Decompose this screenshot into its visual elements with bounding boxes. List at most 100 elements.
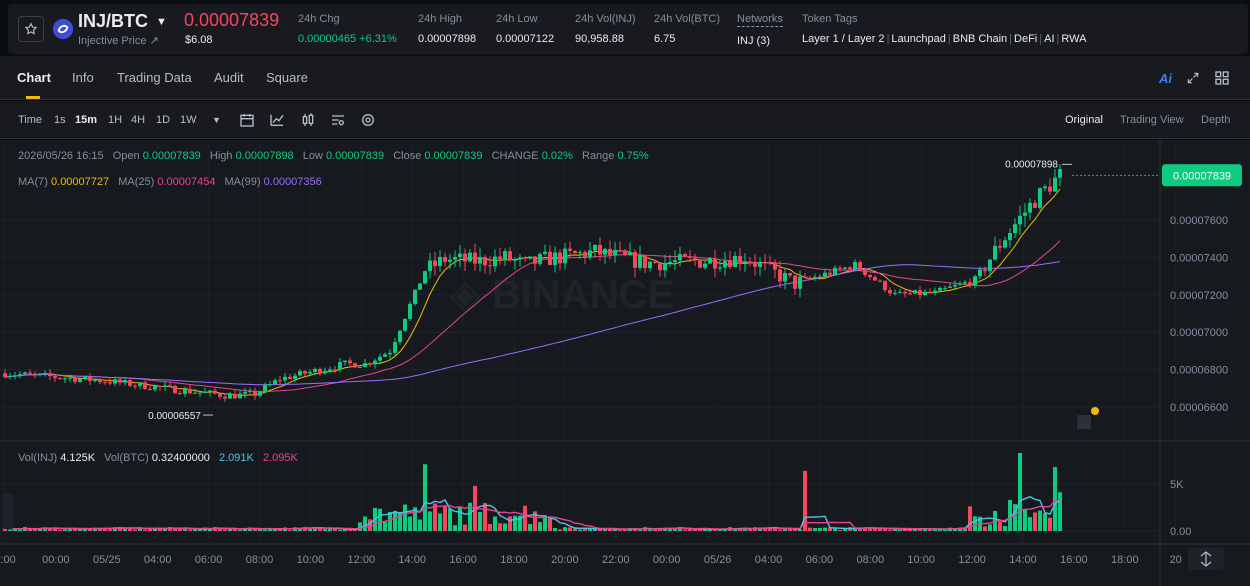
candle-body xyxy=(273,380,277,385)
price-axis-label: 0.00007600 xyxy=(1170,215,1228,227)
candle-body xyxy=(313,368,317,372)
calendar-icon[interactable] xyxy=(239,112,255,128)
candle-body xyxy=(848,267,852,270)
volume-bar xyxy=(523,505,527,531)
time-axis-label: 08:00 xyxy=(857,554,885,566)
candle-body xyxy=(138,382,142,386)
token-tag[interactable]: BNB Chain xyxy=(952,33,1008,45)
candle-body xyxy=(878,280,882,282)
timeframe-more-icon[interactable]: ▼ xyxy=(212,115,221,125)
ohlc-legend: 2026/05/26 16:15 Open 0.00007839 High 0.… xyxy=(18,150,649,162)
tab-audit[interactable]: Audit xyxy=(214,70,244,85)
candle-body xyxy=(238,393,242,399)
token-tag[interactable]: RWA xyxy=(1061,33,1087,45)
time-axis-label: 2:00 xyxy=(0,554,16,566)
time-axis-label: 06:00 xyxy=(806,554,834,566)
grid-layout-icon[interactable] xyxy=(1214,70,1230,86)
timeframe-1w[interactable]: 1W xyxy=(180,114,197,126)
token-tag[interactable]: Launchpad xyxy=(891,33,946,45)
candle-body xyxy=(218,393,222,397)
chart-settings-icon[interactable] xyxy=(330,112,346,128)
timeframe-time[interactable]: Time xyxy=(18,114,43,126)
timeframe-1d[interactable]: 1D xyxy=(156,114,171,126)
candlestick-chart[interactable]: ◈ BINANCE 0.00007600 0.00007400 0.00007200… xyxy=(0,140,1250,586)
candle-body xyxy=(718,267,722,269)
volume-bar xyxy=(818,527,822,531)
time-axis-label: 18:00 xyxy=(500,554,528,566)
candle-body xyxy=(118,379,122,383)
price-axis-label: 0.00007400 xyxy=(1170,252,1228,264)
expand-icon[interactable] xyxy=(1186,71,1200,85)
timeframe-1s[interactable]: 1s xyxy=(54,114,66,126)
timeframe-15m[interactable]: 15m xyxy=(75,114,98,126)
candle-body xyxy=(133,385,137,387)
time-axis-label: 05/26 xyxy=(704,554,732,566)
volume-bar xyxy=(153,527,157,531)
volume-bar xyxy=(278,529,282,531)
volume-bar xyxy=(503,523,507,531)
view-original[interactable]: Original xyxy=(1065,114,1103,126)
token-tag[interactable]: AI xyxy=(1044,33,1055,45)
indicator-icon[interactable] xyxy=(269,112,285,128)
volume-bar xyxy=(313,527,317,531)
ai-button[interactable]: Ai xyxy=(1159,70,1172,86)
tab-info[interactable]: Info xyxy=(72,70,94,85)
favorite-button[interactable] xyxy=(18,16,44,42)
volume-bar xyxy=(113,527,117,531)
volume-bar xyxy=(678,527,682,531)
volume-bar xyxy=(233,528,237,531)
star-icon xyxy=(24,22,38,35)
timeframe-1h[interactable]: 1H xyxy=(108,114,123,126)
candle-body xyxy=(223,396,227,399)
view-trading-view[interactable]: Trading View xyxy=(1120,114,1184,126)
volume-bar xyxy=(128,527,132,531)
candle-body xyxy=(973,276,977,286)
chart-area[interactable]: ◈ BINANCE 0.00007600 0.00007400 0.00007200… xyxy=(0,140,1250,586)
target-icon[interactable] xyxy=(360,112,376,128)
volume-bar xyxy=(208,528,212,531)
tab-trading-data[interactable]: Trading Data xyxy=(117,70,192,85)
price-link[interactable]: Injective Price ↗ xyxy=(78,35,159,47)
volume-bar xyxy=(588,527,592,531)
token-tag[interactable]: DeFi xyxy=(1014,33,1038,45)
volume-bar xyxy=(118,527,122,531)
view-depth[interactable]: Depth xyxy=(1201,114,1231,126)
candle-body xyxy=(943,287,947,289)
volume-bar xyxy=(913,528,917,531)
pair-dropdown-icon[interactable]: ▼ xyxy=(156,16,167,28)
volume-bar xyxy=(258,529,262,531)
candle-body xyxy=(418,283,422,290)
volume-bar xyxy=(448,508,452,531)
token-tag-list[interactable]: Layer 1 / Layer 2 | Launchpad | BNB Chain | De… xyxy=(802,33,1087,45)
candle-body xyxy=(948,286,952,288)
volume-axis-label: 0.00 xyxy=(1170,526,1191,538)
volume-bar xyxy=(383,520,387,531)
candle-body xyxy=(623,250,627,255)
candle-body xyxy=(528,256,532,259)
pair-symbol[interactable]: INJ/BTC xyxy=(78,11,149,31)
stat-networks[interactable]: Networks INJ (3) xyxy=(737,13,783,47)
candle-body xyxy=(343,360,347,363)
candle-body xyxy=(853,262,857,270)
volume-bar xyxy=(18,529,22,531)
volume-bar xyxy=(553,527,557,531)
candle-body xyxy=(583,252,587,258)
tab-chart[interactable]: Chart xyxy=(17,70,51,85)
time-axis-label: 18:00 xyxy=(1111,554,1139,566)
volume-ma-slow xyxy=(4,499,1061,530)
candle-body xyxy=(493,256,497,267)
volume-bar xyxy=(758,527,762,531)
tab-square[interactable]: Square xyxy=(266,70,308,85)
candle-body xyxy=(428,260,432,272)
chart-toolbar: Time 1s 15m 1H 4H 1D 1W ▼ Original Tradi… xyxy=(0,101,1250,139)
candle-body xyxy=(523,257,527,259)
candle-type-icon[interactable] xyxy=(300,112,316,128)
candle-body xyxy=(73,377,77,382)
token-tag[interactable]: Layer 1 / Layer 2 xyxy=(802,33,885,45)
candle-body xyxy=(38,373,42,375)
candle-body xyxy=(603,248,607,255)
candle-body xyxy=(818,276,822,278)
candle-body xyxy=(388,352,392,355)
volume-bar xyxy=(443,506,447,531)
timeframe-4h[interactable]: 4H xyxy=(131,114,146,126)
